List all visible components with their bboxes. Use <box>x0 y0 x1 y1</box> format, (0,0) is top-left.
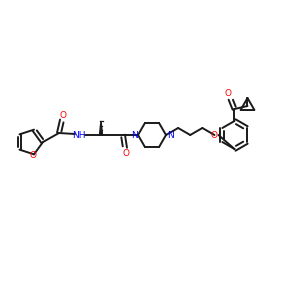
Polygon shape <box>100 121 103 135</box>
Text: N: N <box>167 130 173 140</box>
Text: O: O <box>122 148 130 158</box>
Text: N: N <box>130 130 137 140</box>
Text: O: O <box>29 151 37 160</box>
Text: O: O <box>225 89 232 98</box>
Text: NH: NH <box>72 130 86 140</box>
Text: O: O <box>59 110 67 119</box>
Text: O: O <box>211 130 218 140</box>
